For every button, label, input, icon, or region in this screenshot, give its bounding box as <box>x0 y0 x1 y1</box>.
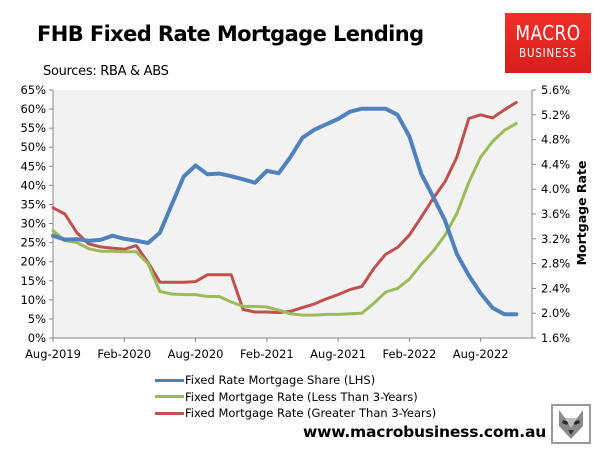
left-tick-label: 10% <box>20 293 46 307</box>
right-tick-label: 2.0% <box>541 306 570 320</box>
left-tick-label: 40% <box>20 178 46 192</box>
x-tick-label: Feb-2020 <box>97 347 151 361</box>
right-axis-title: Mortgage Rate <box>574 161 589 266</box>
legend-swatch-share <box>155 378 184 382</box>
left-tick-label: 35% <box>20 197 46 211</box>
logo-line-1: MACRO <box>515 21 581 45</box>
right-tick-label: 2.8% <box>541 257 570 271</box>
left-tick-label: 55% <box>20 121 46 135</box>
right-tick-label: 5.2% <box>541 108 570 122</box>
right-tick-label: 2.4% <box>541 281 570 295</box>
left-y-axis: 0% 5% 10% 15% 20% 25% 30% 35% 40% 45% 50% 55% 60% 65% <box>20 83 54 345</box>
series-share-line <box>51 106 519 317</box>
chart-legend: Fixed Rate Mortgage Share (LHS) Fixed Mo… <box>155 372 436 422</box>
x-tick-label: Aug-2021 <box>310 347 366 361</box>
left-tick-label: 45% <box>20 159 46 173</box>
legend-swatch-less-3yr <box>155 395 184 399</box>
chart-subtitle: Sources: RBA & ABS <box>43 64 169 79</box>
x-tick-label: Aug-2019 <box>25 347 81 361</box>
website-link[interactable]: www.macrobusiness.com.au <box>303 423 547 441</box>
legend-item-greater-3yr: Fixed Mortgage Rate (Greater Than 3-Year… <box>155 405 436 422</box>
right-tick-label: 5.6% <box>541 83 570 97</box>
legend-item-less-3yr: Fixed Mortgage Rate (Less Than 3-Years) <box>155 389 436 406</box>
left-tick-label: 65% <box>20 83 46 97</box>
left-tick-label: 5% <box>28 312 46 326</box>
x-tick-label: Aug-2020 <box>168 347 224 361</box>
left-tick-label: 25% <box>20 236 46 250</box>
legend-label-greater-3yr: Fixed Mortgage Rate (Greater Than 3-Year… <box>185 406 437 421</box>
right-y-axis: 1.6% 2.0% 2.4% 2.8% 3.2% 3.6% 4.0% 4.4% 4.8% 5.2%… <box>531 83 570 345</box>
right-tick-label: 3.2% <box>541 232 570 246</box>
x-tick-label: Feb-2021 <box>240 347 294 361</box>
series-less-3yr-line <box>51 122 518 317</box>
wolf-icon <box>551 404 591 444</box>
legend-swatch-greater-3yr <box>155 411 184 415</box>
plot-area <box>53 90 532 338</box>
left-tick-label: 15% <box>20 274 46 288</box>
right-tick-label: 4.8% <box>541 133 570 147</box>
right-tick-label: 4.4% <box>541 157 570 171</box>
left-tick-label: 60% <box>20 102 46 116</box>
legend-item-share: Fixed Rate Mortgage Share (LHS) <box>155 372 436 389</box>
logo-line-2: BUSINESS <box>519 46 577 60</box>
x-tick-label: Aug-2022 <box>453 347 509 361</box>
chart-title: FHB Fixed Rate Mortgage Lending <box>37 22 424 46</box>
right-tick-label: 4.0% <box>541 182 570 196</box>
left-tick-label: 0% <box>28 331 46 345</box>
line-chart: 0% 5% 10% 15% 20% 25% 30% 35% 40% 45% 50% 55% 60% 65%… <box>20 83 589 361</box>
right-tick-label: 1.6% <box>541 331 570 345</box>
legend-label-less-3yr: Fixed Mortgage Rate (Less Than 3-Years) <box>185 389 418 404</box>
left-tick-label: 20% <box>20 255 46 269</box>
x-tick-label: Feb-2022 <box>383 347 437 361</box>
series-lines <box>51 100 519 317</box>
x-axis: Aug-2019 Feb-2020 Aug-2020 Feb-2021 Aug-2021… <box>25 337 532 361</box>
left-tick-label: 50% <box>20 140 46 154</box>
legend-label-share: Fixed Rate Mortgage Share (LHS) <box>185 373 376 388</box>
left-tick-label: 30% <box>20 217 46 231</box>
right-tick-label: 3.6% <box>541 207 570 221</box>
macrobusiness-logo: MACRO BUSINESS <box>505 13 591 73</box>
